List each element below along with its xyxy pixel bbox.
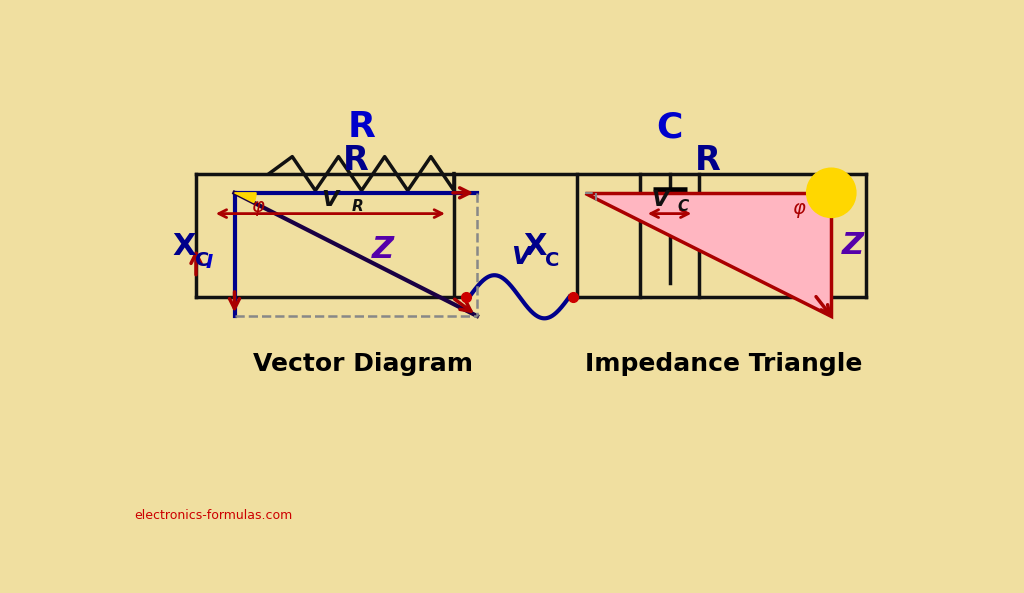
Text: Impedance Triangle: Impedance Triangle: [585, 352, 862, 376]
Text: X: X: [523, 232, 547, 262]
Text: V: V: [322, 190, 339, 210]
Text: V: V: [651, 190, 669, 210]
Wedge shape: [234, 193, 256, 203]
Text: R: R: [695, 145, 721, 177]
Text: C: C: [677, 199, 688, 213]
Text: electronics-formulas.com: electronics-formulas.com: [134, 509, 293, 522]
Text: I: I: [205, 253, 213, 272]
Wedge shape: [807, 168, 856, 218]
Text: Z: Z: [842, 231, 864, 260]
Text: R: R: [343, 145, 369, 177]
Text: φ: φ: [793, 199, 805, 218]
Text: X: X: [173, 232, 197, 262]
Text: V: V: [511, 246, 530, 269]
Text: C: C: [195, 251, 209, 270]
Polygon shape: [585, 193, 831, 316]
Text: R: R: [352, 199, 364, 213]
Text: C: C: [546, 251, 560, 270]
Text: R: R: [347, 110, 376, 144]
Text: C: C: [656, 110, 683, 144]
Text: Z: Z: [372, 235, 394, 264]
Text: Vector Diagram: Vector Diagram: [254, 352, 473, 376]
Text: φ: φ: [251, 197, 264, 216]
